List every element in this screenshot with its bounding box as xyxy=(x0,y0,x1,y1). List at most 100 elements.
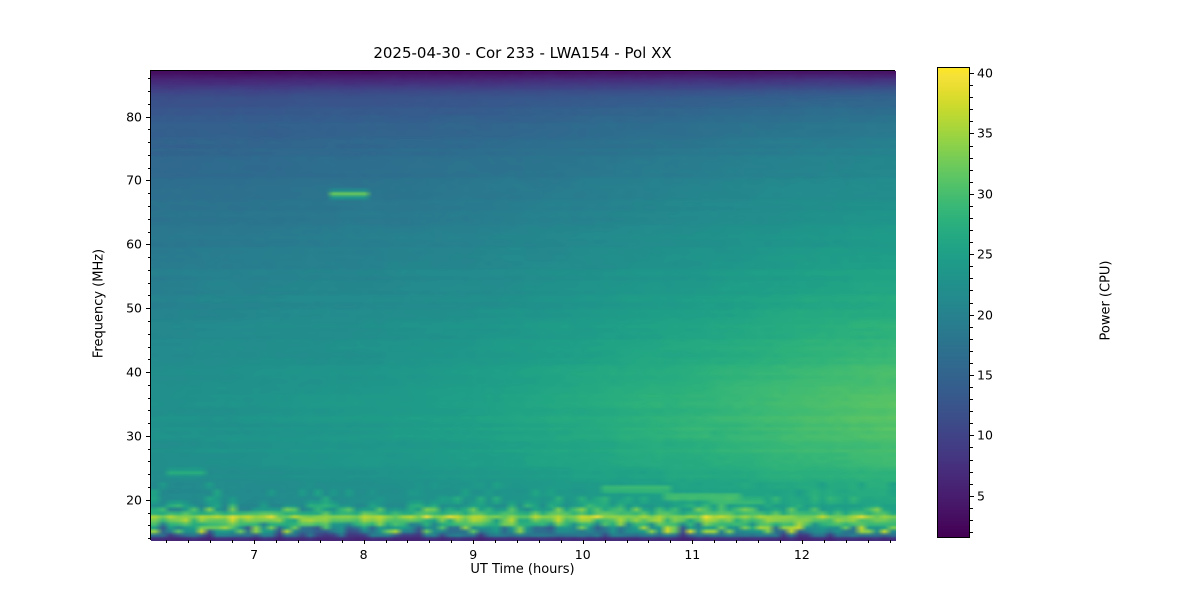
x-minor-tick xyxy=(560,540,562,543)
colorbar-minor-tick xyxy=(970,181,973,183)
colorbar-major-tick xyxy=(970,495,974,497)
x-minor-tick xyxy=(297,540,299,543)
y-minor-tick xyxy=(147,474,150,476)
y-minor-tick xyxy=(147,91,150,93)
colorbar-minor-tick xyxy=(970,169,973,171)
x-major-tick xyxy=(801,540,803,544)
x-minor-tick xyxy=(429,540,431,543)
x-minor-tick xyxy=(845,540,847,543)
colorbar-minor-tick xyxy=(970,483,973,485)
y-major-tick xyxy=(146,116,150,118)
colorbar-tick-label: 25 xyxy=(977,246,993,262)
colorbar-minor-tick xyxy=(970,423,973,425)
x-major-tick xyxy=(473,540,475,544)
colorbar-minor-tick xyxy=(970,230,973,232)
colorbar-minor-tick xyxy=(970,157,973,159)
y-tick-label: 30 xyxy=(126,428,142,444)
spectrogram-axes[interactable] xyxy=(150,70,896,541)
colorbar-minor-tick xyxy=(970,109,973,111)
colorbar-minor-tick xyxy=(970,507,973,509)
colorbar-minor-tick xyxy=(970,399,973,401)
colorbar-tick-label: 40 xyxy=(977,65,993,81)
y-minor-tick xyxy=(147,129,150,131)
x-minor-tick xyxy=(451,540,453,543)
x-major-tick xyxy=(363,540,365,544)
x-tick-label: 12 xyxy=(793,547,810,562)
y-minor-tick xyxy=(147,538,150,540)
x-major-tick xyxy=(254,540,256,544)
colorbar-minor-tick xyxy=(970,266,973,268)
page-title: 2025-04-30 - Cor 233 - LWA154 - Pol XX xyxy=(373,44,672,62)
colorbar-tick-label: 15 xyxy=(977,367,993,383)
x-minor-tick xyxy=(670,540,672,543)
colorbar-minor-tick xyxy=(970,531,973,533)
x-major-tick xyxy=(692,540,694,544)
colorbar-minor-tick xyxy=(970,121,973,123)
x-minor-tick xyxy=(210,540,212,543)
colorbar-axes[interactable] xyxy=(937,67,970,538)
y-tick-label: 50 xyxy=(126,300,142,316)
y-minor-tick xyxy=(147,333,150,335)
y-minor-tick xyxy=(147,167,150,169)
x-axis-label: UT Time (hours) xyxy=(470,562,575,577)
colorbar-minor-tick xyxy=(970,145,973,147)
y-minor-tick xyxy=(147,206,150,208)
x-minor-tick xyxy=(538,540,540,543)
colorbar-major-tick xyxy=(970,314,974,316)
y-minor-tick xyxy=(147,193,150,195)
colorbar-tick-label: 30 xyxy=(977,186,993,202)
colorbar-minor-tick xyxy=(970,205,973,207)
y-tick-label: 70 xyxy=(126,172,142,188)
y-minor-tick xyxy=(147,346,150,348)
x-minor-tick xyxy=(779,540,781,543)
y-minor-tick xyxy=(147,486,150,488)
colorbar-tick-label: 20 xyxy=(977,307,993,323)
y-tick-label: 20 xyxy=(126,492,142,508)
x-minor-tick xyxy=(495,540,497,543)
y-major-tick xyxy=(146,435,150,437)
x-major-tick xyxy=(582,540,584,544)
colorbar-major-tick xyxy=(970,193,974,195)
x-minor-tick xyxy=(517,540,519,543)
y-minor-tick xyxy=(147,78,150,80)
x-minor-tick xyxy=(188,540,190,543)
colorbar-minor-tick xyxy=(970,471,973,473)
x-tick-label: 8 xyxy=(359,547,368,562)
colorbar-gradient xyxy=(938,68,969,537)
y-minor-tick xyxy=(147,142,150,144)
y-major-tick xyxy=(146,308,150,310)
colorbar-label: Power (CPU) xyxy=(1098,260,1114,341)
colorbar-minor-tick xyxy=(970,459,973,461)
x-minor-tick xyxy=(889,540,891,543)
spectrogram-image xyxy=(151,71,896,541)
x-minor-tick xyxy=(166,540,168,543)
x-tick-label: 9 xyxy=(469,547,478,562)
y-major-tick xyxy=(146,180,150,182)
colorbar-minor-tick xyxy=(970,217,973,219)
colorbar-minor-tick xyxy=(970,411,973,413)
y-minor-tick xyxy=(147,512,150,514)
x-tick-label: 11 xyxy=(684,547,701,562)
x-minor-tick xyxy=(714,540,716,543)
y-minor-tick xyxy=(147,423,150,425)
y-major-tick xyxy=(146,244,150,246)
x-minor-tick xyxy=(867,540,869,543)
y-minor-tick xyxy=(147,384,150,386)
y-minor-tick xyxy=(147,231,150,233)
y-tick-label: 80 xyxy=(126,109,142,125)
y-minor-tick xyxy=(147,461,150,463)
colorbar-major-tick xyxy=(970,254,974,256)
y-minor-tick xyxy=(147,295,150,297)
y-axis-label: Frequency (MHz) xyxy=(91,248,107,359)
y-tick-label: 60 xyxy=(126,236,142,252)
x-minor-tick xyxy=(823,540,825,543)
x-minor-tick xyxy=(319,540,321,543)
y-minor-tick xyxy=(147,410,150,412)
colorbar-minor-tick xyxy=(970,387,973,389)
x-minor-tick xyxy=(275,540,277,543)
x-minor-tick xyxy=(758,540,760,543)
colorbar-tick-label: 35 xyxy=(977,125,993,141)
colorbar-minor-tick xyxy=(970,338,973,340)
colorbar-major-tick xyxy=(970,374,974,376)
